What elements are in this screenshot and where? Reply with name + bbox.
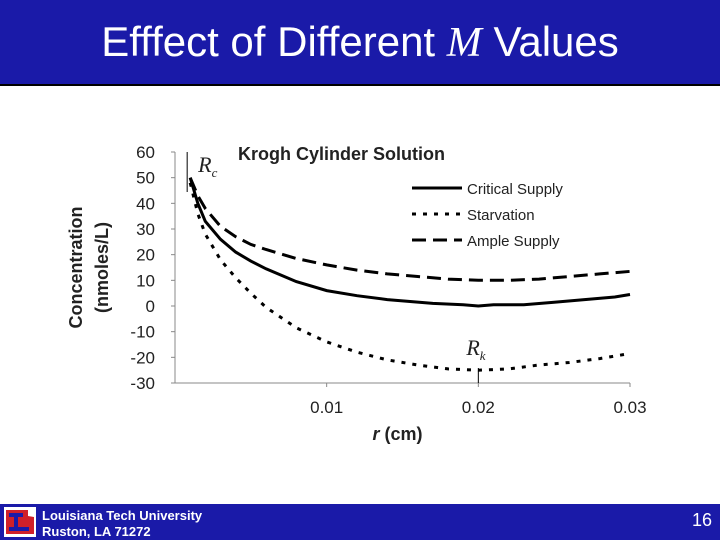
slide-title: Efffect of Different M Values xyxy=(0,18,720,67)
y-axis-label-line1: Concentration xyxy=(66,206,86,328)
slide-title-prefix: Efffect of Different xyxy=(101,18,447,65)
radius-label-c: Rc xyxy=(197,152,217,180)
x-tick-label: 0.02 xyxy=(462,398,495,417)
radius-subscript: k xyxy=(480,348,486,363)
krogh-chart: 60 50 40 30 20 10 0 -10 -20 -30 0.01 0.02 0.03 Concen… xyxy=(66,143,647,444)
legend-label: Critical Supply xyxy=(467,181,563,198)
radius-symbol: R xyxy=(197,152,212,177)
y-tick-label: 60 xyxy=(136,143,155,162)
radius-symbol: R xyxy=(465,335,480,360)
y-tick-label: -30 xyxy=(130,374,155,393)
series-line-critical-supply xyxy=(188,177,631,308)
slide-title-symbol: M xyxy=(446,20,482,66)
legend-label: Starvation xyxy=(467,207,535,224)
x-axis-label: r (cm) xyxy=(372,424,422,444)
louisiana-tech-logo-icon xyxy=(4,507,36,537)
x-axis-label-symbol: r xyxy=(372,424,380,444)
title-bar: Efffect of Different M Values xyxy=(0,0,720,86)
x-axis-label-unit: (cm) xyxy=(380,424,423,444)
y-tick-label: 50 xyxy=(136,169,155,188)
y-tick-label: 40 xyxy=(136,194,155,213)
x-tick-label: 0.01 xyxy=(310,398,343,417)
slide-title-suffix: Values xyxy=(481,18,619,65)
chart-title: Krogh Cylinder Solution xyxy=(238,144,445,164)
footer-bar: Louisiana Tech University Ruston, LA 712… xyxy=(0,504,720,540)
y-tick-label: 30 xyxy=(136,220,155,239)
radius-subscript: c xyxy=(212,165,218,180)
y-tick-label: 20 xyxy=(136,246,155,265)
y-tick-label: -20 xyxy=(130,348,155,367)
x-tick-label: 0.03 xyxy=(613,398,646,417)
y-tick-label: 0 xyxy=(146,297,155,316)
page-number: 16 xyxy=(691,510,712,530)
radius-label-k: Rk xyxy=(465,335,485,363)
y-tick-label: 10 xyxy=(136,271,155,290)
y-tick-label: -10 xyxy=(130,323,155,342)
y-axis-label-line2: (nmoles/L) xyxy=(92,222,112,313)
footer-university: Louisiana Tech University xyxy=(42,508,203,523)
series-line-ample-supply xyxy=(188,177,631,282)
footer-address: Ruston, LA 71272 xyxy=(42,524,151,539)
legend-label: Ample Supply xyxy=(467,233,560,250)
